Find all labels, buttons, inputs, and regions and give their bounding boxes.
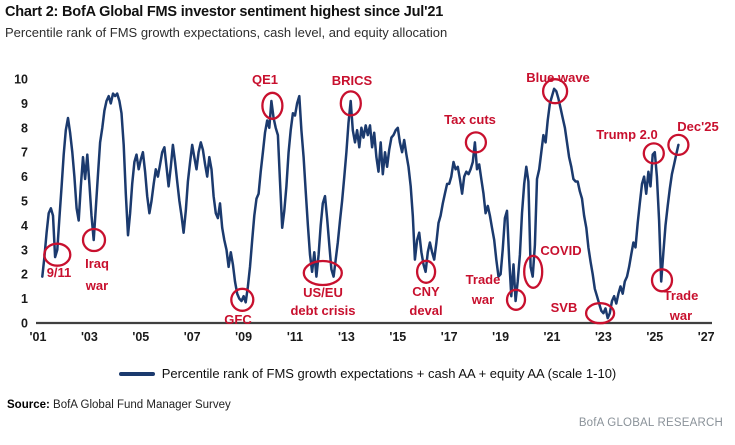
annotation-circle-svb	[584, 302, 616, 325]
y-tick-label: 6	[21, 170, 28, 184]
y-tick-label: 9	[21, 97, 28, 111]
x-tick-label: '27	[698, 330, 715, 344]
annotation-label-trade-war-2019: Trade	[466, 272, 501, 287]
x-tick-label: '07	[184, 330, 201, 344]
annotation-circle-blue-wave	[541, 78, 569, 105]
annotation-label-blue-wave: Blue wave	[526, 70, 590, 85]
x-tick-label: '25	[646, 330, 663, 344]
y-tick-label: 4	[21, 219, 28, 233]
y-tick-label: 1	[21, 292, 28, 306]
x-tick-label: '13	[338, 330, 355, 344]
x-tick-label: '01	[30, 330, 47, 344]
annotation-circle-iraq-war	[81, 227, 107, 253]
annotation-label-dec-25: Dec'25	[677, 119, 718, 134]
legend-label: Percentile rank of FMS growth expectatio…	[161, 366, 617, 381]
annotation-circle-qe1	[261, 91, 284, 120]
sentiment-line	[41, 87, 680, 320]
y-tick-label: 2	[21, 268, 28, 282]
x-tick-label: '11	[287, 330, 303, 344]
legend: Percentile rank of FMS growth expectatio…	[0, 366, 735, 381]
page-title: Chart 2: BofA Global FMS investor sentim…	[5, 4, 444, 20]
source-line: Source: BofA Global Fund Manager Survey	[7, 399, 231, 411]
annotation-circle-cny-deval	[415, 259, 437, 284]
annotation-circle-trump-2	[642, 142, 665, 165]
y-tick-label: 10	[14, 73, 28, 87]
page-subtitle: Percentile rank of FMS growth expectatio…	[5, 25, 448, 40]
annotation-circle-us-eu-debt-crisis	[302, 259, 343, 287]
annotation-label-tax-cuts: Tax cuts	[444, 112, 496, 127]
annotation-circle-brics	[339, 90, 362, 117]
x-tick-label: '15	[389, 330, 406, 344]
source-text: BofA Global Fund Manager Survey	[53, 399, 231, 411]
x-tick-label: '03	[81, 330, 98, 344]
annotation-label-brics: BRICS	[332, 73, 373, 88]
annotation-circle-dec-25	[667, 133, 690, 157]
annotation-label-qe1: QE1	[252, 72, 278, 87]
annotation-circle-covid	[523, 254, 544, 289]
annotation-circle-nine-eleven	[43, 242, 72, 267]
x-tick-label: '05	[132, 330, 149, 344]
x-tick-label: '19	[492, 330, 509, 344]
annotation-circle-trade-war-2025	[650, 268, 674, 293]
annotation-label-gfc: GFC	[224, 312, 252, 327]
annotation-label-cny-deval: deval	[409, 303, 442, 318]
annotation-label-svb: SVB	[551, 300, 578, 315]
annotation-circle-gfc	[230, 287, 255, 312]
bofa-global-research-watermark: BofA GLOBAL RESEARCH	[578, 417, 723, 429]
annotation-label-iraq-war: war	[85, 278, 108, 293]
y-tick-label: 5	[21, 195, 28, 209]
y-tick-label: 3	[21, 243, 28, 257]
y-tick-label: 0	[21, 317, 28, 331]
annotation-label-cny-deval: CNY	[412, 284, 440, 299]
annotation-circle-trade-war-2019	[505, 288, 527, 311]
y-tick-label: 7	[21, 146, 28, 160]
x-tick-label: '23	[595, 330, 612, 344]
x-tick-label: '09	[235, 330, 252, 344]
annotation-label-trade-war-2025: war	[669, 308, 692, 323]
annotation-label-us-eu-debt-crisis: US/EU	[303, 285, 343, 300]
annotation-label-nine-eleven: 9/11	[47, 265, 72, 280]
annotation-label-us-eu-debt-crisis: debt crisis	[290, 303, 355, 318]
y-tick-label: 8	[21, 121, 28, 135]
annotation-label-trade-war-2019: war	[471, 292, 494, 307]
annotation-label-trump-2: Trump 2.0	[596, 127, 657, 142]
annotation-label-covid: COVID	[540, 243, 581, 258]
annotation-circle-tax-cuts	[464, 131, 488, 154]
source-label: Source:	[7, 399, 50, 411]
annotation-label-trade-war-2025: Trade	[664, 288, 699, 303]
x-tick-label: '21	[544, 330, 561, 344]
annotation-label-iraq-war: Iraq	[85, 256, 109, 271]
legend-line-swatch	[118, 371, 155, 376]
x-tick-label: '17	[441, 330, 458, 344]
